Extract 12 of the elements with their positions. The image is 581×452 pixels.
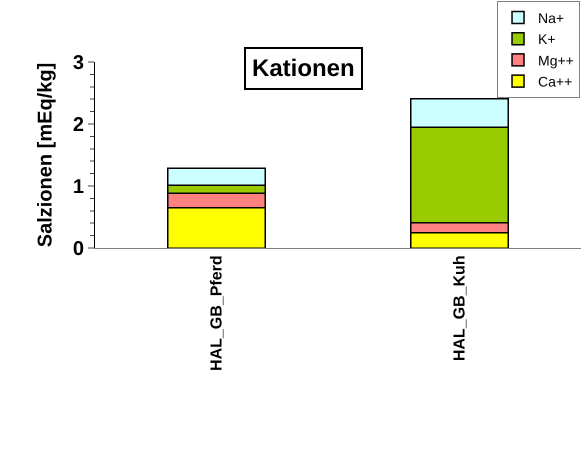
y-tick-label: 3 bbox=[72, 52, 84, 74]
y-tick-label: 1 bbox=[72, 176, 84, 198]
legend-label: K+ bbox=[538, 31, 556, 48]
chart-title: Kationen bbox=[252, 55, 355, 82]
x-tick-label: HAL_GB_Kuh bbox=[452, 255, 469, 362]
y-axis-title: Salzionen [mEq/kg] bbox=[34, 62, 56, 248]
x-tick-label: HAL_GB_Pferd bbox=[208, 255, 226, 371]
y-tick-label: 0 bbox=[72, 238, 84, 260]
legend-label: Mg++ bbox=[538, 52, 574, 68]
legend-label: Na+ bbox=[538, 10, 564, 26]
y-tick-label: 2 bbox=[72, 114, 84, 136]
legend-label: Ca++ bbox=[538, 74, 572, 90]
